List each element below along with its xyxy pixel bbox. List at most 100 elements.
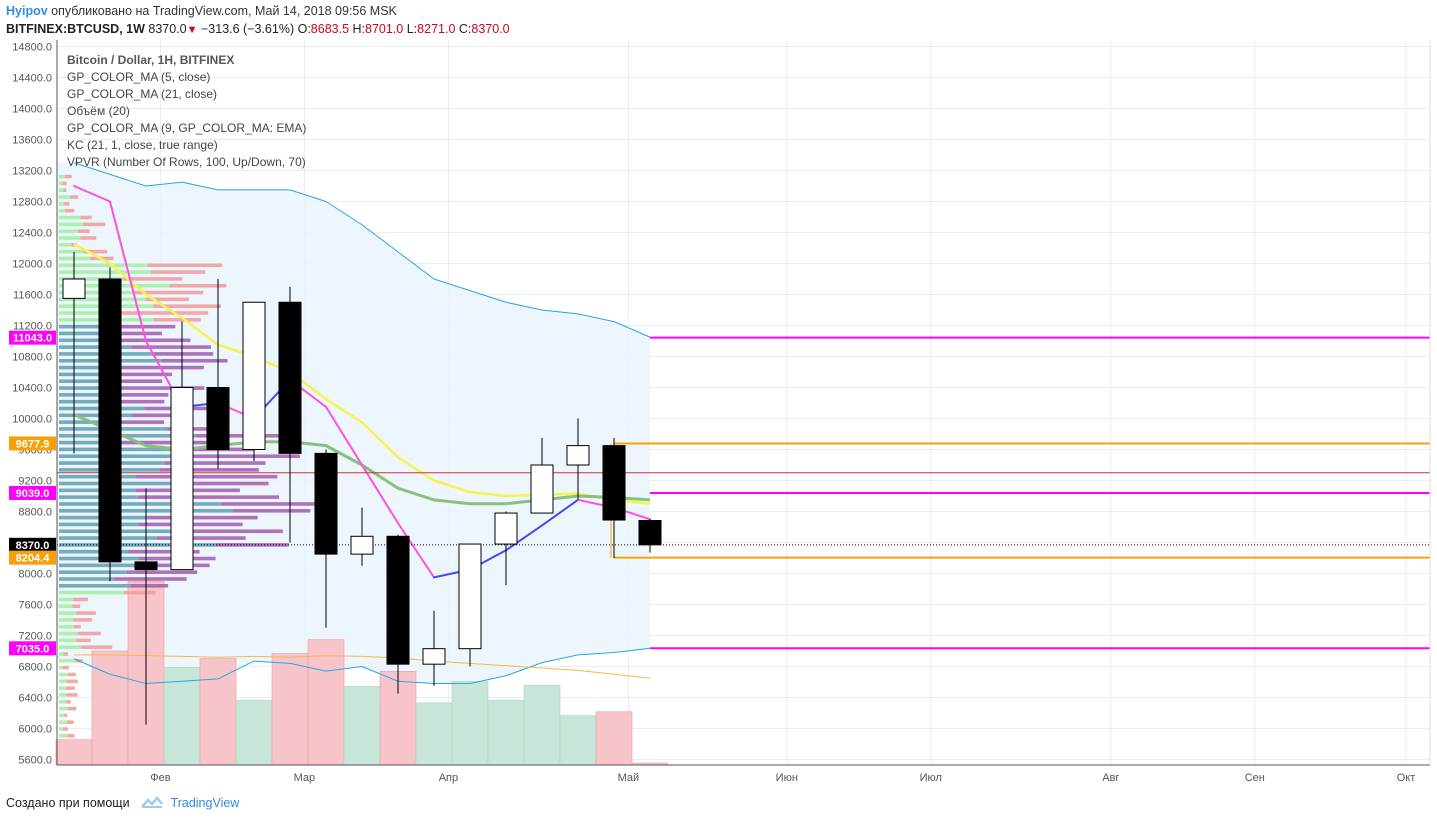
candle-body[interactable] (98, 278, 122, 563)
candle-body[interactable] (566, 445, 590, 466)
vpvr-row-down (131, 345, 211, 349)
candle-body[interactable] (458, 543, 482, 650)
vpvr-row-down (153, 304, 221, 308)
vpvr-row-up (59, 597, 73, 602)
vpvr-row-up (59, 208, 65, 213)
vpvr-row-up (59, 215, 81, 220)
legend-item[interactable]: GP_COLOR_MA (21, close) (67, 87, 218, 101)
vpvr-row-down (72, 604, 81, 609)
legend-item[interactable]: GP_COLOR_MA (5, close) (67, 70, 211, 84)
candle-body[interactable] (170, 387, 194, 571)
candle-body[interactable] (206, 387, 230, 450)
vpvr-row-up (59, 706, 68, 711)
y-tick-label: 10800.0 (12, 352, 52, 364)
y-tick-label: 13600.0 (12, 135, 52, 147)
x-tick-label: Авг (1102, 772, 1119, 784)
vpvr-row-down (110, 365, 204, 370)
candle-body[interactable] (602, 445, 626, 521)
y-tick-label: 6400.0 (18, 693, 52, 705)
vpvr-row-down (220, 502, 324, 506)
candle-body[interactable] (638, 520, 662, 546)
vpvr-row-up (59, 727, 63, 731)
legend-item[interactable]: GP_COLOR_MA (9, GP_COLOR_MA: EMA) (67, 121, 307, 135)
price-badge (9, 485, 56, 500)
candle-body[interactable] (494, 512, 518, 545)
vpvr-row-down (172, 529, 283, 534)
vpvr-row-down (62, 727, 68, 731)
tradingview-link[interactable]: TradingView (170, 795, 240, 810)
price-badge-label: 11043.0 (13, 333, 52, 345)
candle-body[interactable] (386, 535, 410, 665)
tradingview-logo-icon (141, 795, 164, 812)
vpvr-row-up (59, 393, 107, 397)
vpvr-row-up (59, 222, 84, 227)
vpvr-row-down (147, 515, 258, 520)
vpvr-row-down (130, 584, 169, 588)
vpvr-row-down (64, 174, 72, 179)
vpvr-row-up (59, 249, 84, 254)
vpvr-row-up (59, 270, 151, 274)
vpvr-row-up (59, 720, 67, 725)
candle-body[interactable] (350, 535, 374, 555)
vpvr-row-down (72, 597, 89, 602)
candle-body[interactable] (422, 648, 446, 665)
low-label: L: (406, 22, 418, 36)
vpvr-row-down (126, 570, 198, 574)
vpvr-row-up (59, 195, 71, 199)
vpvr-row-up (59, 618, 74, 622)
vpvr-row-down (132, 290, 204, 295)
level-lines[interactable] (57, 336, 1430, 650)
volume-bar (451, 681, 489, 766)
vpvr-row-up (59, 502, 221, 506)
vpvr-row-up (59, 699, 67, 704)
vpvr-row-down (131, 413, 173, 418)
y-tick-label: 10000.0 (12, 414, 52, 426)
ohlc-line: BITFINEX:BTCUSD, 1W 8370.0▼ −313.6 (−3.6… (6, 22, 510, 36)
vpvr-row-down (147, 263, 223, 268)
vpvr-row-up (59, 686, 66, 690)
volume-bar (307, 639, 345, 766)
candle-body[interactable] (278, 301, 302, 454)
candle-body[interactable] (134, 561, 158, 571)
vpvr-row-down (113, 399, 165, 404)
vpvr-row-up (59, 543, 217, 547)
legend-title: Bitcoin / Dollar, 1H, BITFINEX (67, 53, 235, 67)
candle-body[interactable] (530, 464, 554, 514)
legend-item[interactable]: KC (21, 1, close, true range) (67, 138, 218, 152)
candle-body[interactable] (242, 301, 266, 450)
volume-bar (55, 739, 93, 766)
price-chart[interactable]: 5600.0 6000.0 6400.0 6800.0 7200.0 7600.0 8000… (0, 40, 1437, 788)
vpvr-row-up (59, 584, 131, 588)
vpvr-row-up (59, 577, 115, 581)
vpvr-row-up (59, 563, 147, 568)
volume-ma-line (74, 654, 651, 679)
high-label: H: (352, 22, 366, 36)
open-label: O: (297, 22, 311, 36)
ma5-line-segment (397, 522, 435, 579)
high-value: 8701.0 (365, 22, 404, 36)
vpvr-row-down (77, 631, 101, 636)
legend-item[interactable]: Объём (20) (67, 104, 130, 118)
author-name[interactable]: Hyipov (6, 4, 48, 18)
vpvr-row-up (59, 447, 189, 452)
vpvr-row-up (59, 324, 118, 329)
vpvr-row-down (74, 624, 81, 629)
vpvr-row-down (106, 393, 169, 397)
vpvr-row-up (59, 311, 118, 315)
y-tick-label: 12800.0 (12, 197, 52, 209)
vpvr-row-down (145, 297, 189, 302)
legend-item[interactable]: VPVR (Number Of Rows, 100, Up/Down, 70) (67, 155, 306, 169)
vpvr-row-down (123, 277, 183, 281)
y-tick-label: 8800.0 (18, 507, 52, 519)
price-badge (9, 641, 56, 656)
candle-body[interactable] (62, 278, 86, 299)
ma5-line-segment (325, 405, 363, 466)
vpvr-row-down (153, 318, 201, 322)
vpvr-row-up (59, 488, 136, 493)
vpvr-row-up (59, 693, 67, 697)
candle-body[interactable] (314, 452, 338, 555)
candles[interactable] (62, 251, 662, 725)
volume-bar (415, 702, 453, 766)
vpvr-row-down (64, 713, 68, 718)
